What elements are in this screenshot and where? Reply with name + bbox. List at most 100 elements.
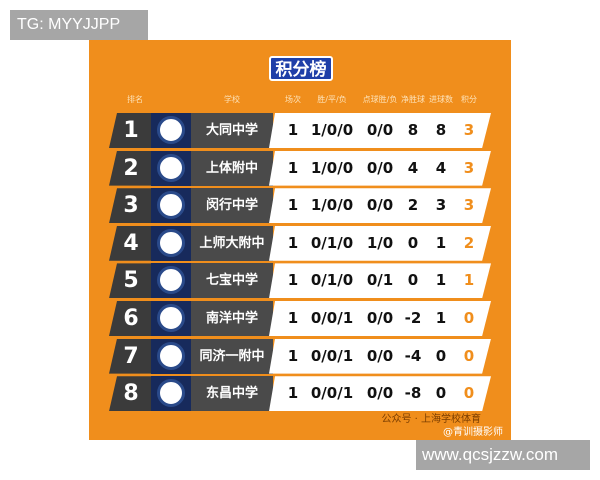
stat-pts: 2: [463, 233, 475, 252]
stat-gf: 1: [435, 233, 447, 252]
stat-gf: 1: [435, 309, 447, 327]
column-header: 场次: [285, 95, 301, 104]
stat-pts: 1: [463, 271, 475, 290]
stats-bar: [269, 225, 491, 261]
stat-gd: 0: [407, 271, 419, 290]
stat-gd: -8: [404, 384, 422, 403]
school-logo: [151, 301, 191, 336]
stat-wdl: 0/1/0: [310, 271, 354, 290]
stats-bar: [269, 263, 491, 299]
school-logo: [151, 263, 191, 299]
school-logo: [151, 225, 191, 261]
stat-pens: 0/0: [366, 196, 394, 215]
school-logo: [151, 113, 191, 148]
stat-gd: 0: [407, 233, 419, 252]
stat-pens: 0/0: [366, 121, 394, 139]
school-logo: [151, 150, 191, 186]
crest-icon: [157, 191, 185, 220]
rank: 4: [109, 225, 153, 261]
stat-played: 1: [287, 271, 299, 290]
rank: 5: [109, 263, 153, 299]
stats-bar: [269, 338, 491, 374]
table-row: 7 同济一附中 1 0/0/1 0/0 -4 0 0: [109, 338, 491, 374]
rank: 6: [109, 301, 153, 336]
stat-played: 1: [287, 233, 299, 252]
column-header: 积分: [461, 95, 477, 104]
crest-icon: [157, 379, 185, 408]
crest-icon: [157, 304, 185, 332]
crest-icon: [157, 153, 185, 182]
rank: 8: [109, 376, 153, 412]
stat-gd: 8: [407, 121, 419, 139]
stat-played: 1: [287, 158, 299, 177]
stat-pens: 0/0: [366, 158, 394, 177]
stat-pts: 3: [463, 158, 475, 177]
stat-played: 1: [287, 121, 299, 139]
school-name: 闵行中学: [191, 188, 273, 224]
stats-bar: [269, 150, 491, 186]
stat-wdl: 1/0/0: [310, 121, 354, 139]
stat-played: 1: [287, 196, 299, 215]
stat-pts: 0: [463, 384, 475, 403]
table-row: 8 东昌中学 1 0/0/1 0/0 -8 0 0: [109, 376, 491, 412]
stat-pens: 0/0: [366, 309, 394, 327]
table-row: 1 大同中学 1 1/0/0 0/0 8 8 3: [109, 113, 491, 148]
school-name: 七宝中学: [191, 263, 273, 299]
stat-played: 1: [287, 384, 299, 403]
stat-gf: 8: [435, 121, 447, 139]
stat-wdl: 0/1/0: [310, 233, 354, 252]
school-name: 上体附中: [191, 150, 273, 186]
stat-wdl: 0/0/1: [310, 309, 354, 327]
column-header: 进球数: [429, 95, 453, 104]
stat-gf: 3: [435, 196, 447, 215]
school-name: 大同中学: [191, 113, 273, 148]
stat-gd: -4: [404, 346, 422, 365]
stat-gf: 4: [435, 158, 447, 177]
stat-wdl: 1/0/0: [310, 158, 354, 177]
stat-pts: 0: [463, 346, 475, 365]
stat-gd: 4: [407, 158, 419, 177]
footer-weibo: @青训摄影师: [443, 427, 503, 438]
school-name: 上师大附中: [191, 225, 273, 261]
school-name: 同济一附中: [191, 338, 273, 374]
crest-icon: [157, 116, 185, 144]
table-row: 3 闵行中学 1 1/0/0 0/0 2 3 3: [109, 188, 491, 224]
stat-wdl: 0/0/1: [310, 384, 354, 403]
stat-pens: 0/0: [366, 346, 394, 365]
column-header: 学校: [224, 95, 240, 104]
school-name: 南洋中学: [191, 301, 273, 336]
stat-pens: 0/1: [366, 271, 394, 290]
table-row: 5 七宝中学 1 0/1/0 0/1 0 1 1: [109, 263, 491, 299]
crest-icon: [157, 266, 185, 295]
stat-pens: 0/0: [366, 384, 394, 403]
rank: 7: [109, 338, 153, 374]
rank: 3: [109, 188, 153, 224]
rank: 1: [109, 113, 153, 148]
stats-bar: [269, 301, 491, 336]
stat-pts: 0: [463, 309, 475, 327]
stat-pts: 3: [463, 121, 475, 139]
crest-icon: [157, 341, 185, 370]
stat-wdl: 0/0/1: [310, 346, 354, 365]
stat-gf: 0: [435, 384, 447, 403]
title: 积分榜: [269, 56, 333, 81]
stats-bar: [269, 376, 491, 412]
column-header: 排名: [127, 95, 143, 104]
school-logo: [151, 338, 191, 374]
school-logo: [151, 376, 191, 412]
stats-bar: [269, 113, 491, 148]
stat-gd: -2: [404, 309, 422, 327]
table-row: 2 上体附中 1 1/0/0 0/0 4 4 3: [109, 150, 491, 186]
watermark-top: TG: MYYJJPP: [10, 10, 148, 40]
watermark-bottom: www.qcsjzzw.com: [416, 440, 590, 470]
stat-played: 1: [287, 309, 299, 327]
stat-gd: 2: [407, 196, 419, 215]
column-header: 净胜球: [401, 95, 425, 104]
column-header: 点球胜/负: [362, 95, 398, 104]
standings-panel: 积分榜 排名 学校 场次 胜/平/负 点球胜/负 净胜球 进球数 积分 1 大同中学 1 1/0…: [89, 40, 511, 440]
stats-bar: [269, 188, 491, 224]
stat-gf: 0: [435, 346, 447, 365]
stat-gf: 1: [435, 271, 447, 290]
rank: 2: [109, 150, 153, 186]
stat-pts: 3: [463, 196, 475, 215]
